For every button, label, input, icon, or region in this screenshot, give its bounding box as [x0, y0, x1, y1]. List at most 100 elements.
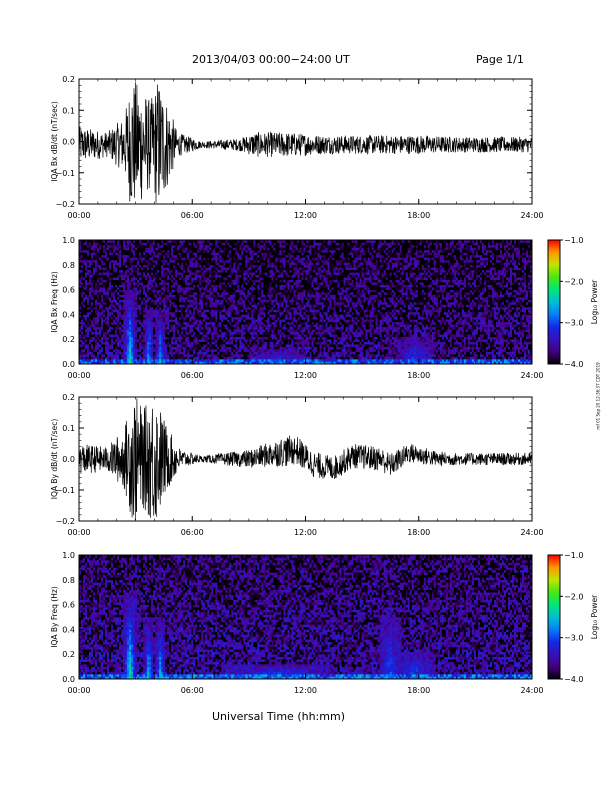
spectrogram-cell [155, 252, 158, 256]
spectrogram-cell [263, 240, 266, 243]
spectrogram-cell [83, 349, 86, 352]
spectrogram-cell [145, 252, 148, 256]
spectrogram-cell [101, 306, 104, 310]
spectrogram-cell [97, 297, 100, 300]
spectrogram-cell [143, 311, 146, 315]
spectrogram-cell [227, 354, 230, 357]
spectrogram-cell [119, 359, 122, 362]
spectrogram-cell [147, 247, 150, 251]
spectrogram-cell [123, 294, 126, 298]
spectrogram-cell [253, 334, 256, 338]
spectrogram-cell [205, 351, 208, 355]
spectrogram-cell [137, 302, 140, 305]
spectrogram-cell [129, 287, 132, 290]
spectrogram-cell [147, 351, 150, 355]
spectrogram-cell [99, 267, 102, 271]
spectrogram-cell [151, 299, 154, 303]
spectrogram-cell [221, 334, 224, 338]
spectrogram-cell [129, 292, 132, 295]
spectrogram-cell [119, 319, 122, 323]
spectrogram-cell [189, 292, 192, 295]
spectrogram-cell [261, 331, 264, 335]
spectrogram-cell [223, 321, 226, 325]
spectrogram-cell [127, 321, 130, 325]
spectrogram-cell [231, 254, 234, 258]
spectrogram-cell [257, 324, 260, 328]
spectrogram-cell [115, 249, 118, 253]
spectrogram-cell [157, 289, 160, 293]
spectrogram-cell [173, 287, 176, 290]
spectrogram-cell [201, 324, 204, 328]
spectrogram-cell [251, 292, 254, 295]
spectrogram-cell [191, 252, 194, 256]
spectrogram-cell [247, 344, 250, 347]
spectrogram-cell [133, 249, 136, 253]
spectrogram-cell [269, 314, 272, 318]
spectrogram-cell [163, 264, 166, 268]
spectrogram-cell [197, 299, 200, 303]
spectrogram-cell [267, 344, 270, 347]
spectrogram-cell [137, 247, 140, 251]
spectrogram-cell [93, 297, 96, 300]
spectrogram-cell [185, 287, 188, 290]
spectrogram-cell [161, 321, 164, 325]
spectrogram-cell [163, 244, 166, 248]
spectrogram-cell [125, 316, 128, 320]
spectrogram-cell [213, 262, 216, 266]
spectrogram-cell [107, 282, 110, 285]
spectrogram-cell [117, 314, 120, 318]
spectrogram-cell [237, 289, 240, 293]
spectrogram-cell [215, 359, 218, 362]
spectrogram-cell [143, 326, 146, 330]
spectrogram-cell [237, 356, 240, 360]
spectrogram-cell [177, 302, 180, 305]
spectrogram-cell [213, 244, 216, 248]
spectrogram-cell [123, 354, 126, 357]
spectrogram-cell [223, 242, 226, 246]
spectrogram-cell [141, 272, 144, 276]
spectrogram-cell [153, 262, 156, 266]
spectrogram-cell [227, 346, 230, 350]
spectrogram-cell [195, 294, 198, 298]
spectrogram-cell [237, 267, 240, 271]
spectrogram-cell [189, 247, 192, 251]
x-tick-label: 12:00 [294, 211, 317, 220]
spectrogram-cell [99, 262, 102, 266]
spectrogram-cell [265, 331, 268, 335]
spectrogram-cell [125, 267, 128, 271]
spectrogram-cell [183, 267, 186, 271]
spectrogram-cell [239, 316, 242, 320]
spectrogram-cell [209, 316, 212, 320]
spectrogram-cell [119, 346, 122, 350]
spectrogram-cell [129, 341, 132, 345]
spectrogram-cell [227, 287, 230, 290]
spectrogram-cell [85, 341, 88, 345]
spectrogram-cell [163, 339, 166, 342]
spectrogram-cell [229, 306, 232, 310]
spectrogram-cell [263, 262, 266, 266]
spectrogram-cell [219, 341, 222, 345]
spectrogram-cell [155, 351, 158, 355]
spectrogram-cell [85, 331, 88, 335]
spectrogram-cell [215, 287, 218, 290]
spectrogram-cell [267, 356, 270, 360]
spectrogram-cell [169, 306, 172, 310]
spectrogram-cell [117, 311, 120, 315]
spectrogram-cell [177, 262, 180, 266]
spectrogram-cell [179, 339, 182, 342]
spectrogram-cell [121, 269, 124, 273]
spectrogram-cell [123, 314, 126, 318]
spectrogram-cell [95, 302, 98, 305]
spectrogram-cell [85, 254, 88, 258]
spectrogram-cell [185, 289, 188, 293]
spectrogram-cell [247, 304, 250, 308]
spectrogram-cell [193, 306, 196, 310]
spectrogram-cell [101, 359, 104, 362]
spectrogram-cell [173, 349, 176, 352]
spectrogram-cell [183, 244, 186, 248]
spectrogram-cell [177, 354, 180, 357]
spectrogram-cell [205, 361, 208, 364]
spectrogram-cell [263, 299, 266, 303]
spectrogram-cell [269, 349, 272, 352]
spectrogram-cell [165, 304, 168, 308]
